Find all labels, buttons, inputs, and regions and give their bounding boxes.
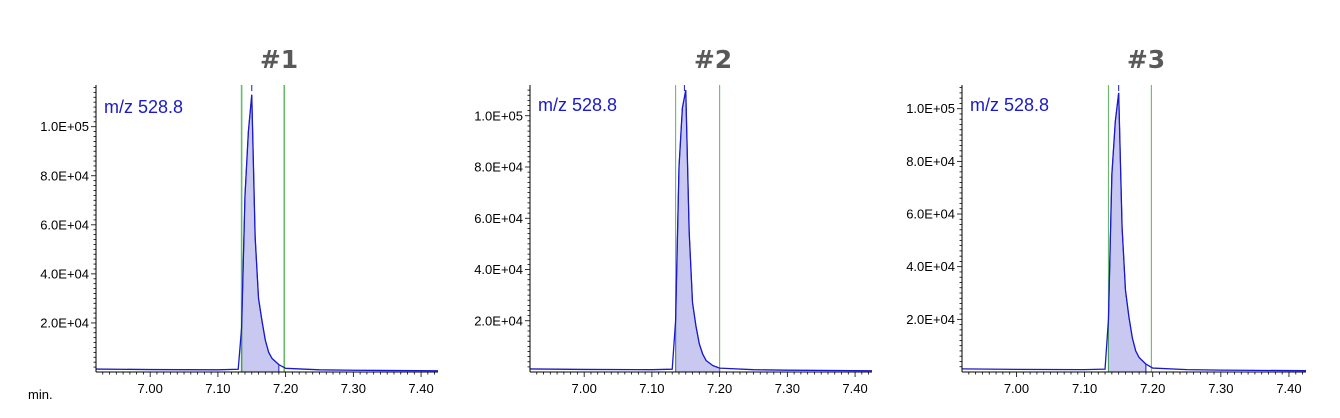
chart-panel-1: #1 2.0E+04 4.0E+04 6.0E+04 8.0E+04 1.0E+05 7.0…: [28, 45, 439, 402]
x-tick-label: 7.20: [273, 381, 298, 396]
panel-title: #1: [260, 45, 298, 74]
chart-panel-2: #2 2.0E+04 4.0E+04 6.0E+04 8.0E+04 1.0E+05 7.0…: [474, 45, 873, 396]
x-tick-label: 7.10: [205, 381, 230, 396]
x-tick-label: 7.20: [1140, 381, 1165, 396]
y-tick-label: 8.0E+04: [40, 168, 89, 183]
trace-label: m/z 528.8: [104, 97, 183, 117]
x-tick-label: 7.00: [1004, 381, 1029, 396]
y-tick-label: 2.0E+04: [40, 315, 89, 330]
x-tick-label: 7.30: [341, 381, 366, 396]
y-tick-label: 4.0E+04: [906, 259, 955, 274]
y-tick-label: 6.0E+04: [40, 217, 89, 232]
y-tick-label: 2.0E+04: [474, 313, 523, 328]
x-tick-label: 7.30: [775, 381, 800, 396]
x-tick-label: 7.30: [1208, 381, 1233, 396]
panel-title: #3: [1127, 45, 1165, 74]
x-tick-label: 7.00: [138, 381, 163, 396]
y-tick-label: 1.0E+05: [906, 101, 955, 116]
x-tick-label: 7.40: [408, 381, 433, 396]
chromatogram-trace: [529, 90, 873, 372]
chromatogram-trace: [95, 94, 439, 372]
chromatogram-trace: [961, 92, 1307, 372]
y-tick-label: 8.0E+04: [906, 154, 955, 169]
y-tick-label: 8.0E+04: [474, 160, 523, 175]
peak-area: [675, 90, 721, 373]
x-tick-label: 7.10: [639, 381, 664, 396]
x-unit-label: min.: [28, 387, 53, 402]
y-tick-label: 1.0E+05: [40, 119, 89, 134]
x-tick-label: 7.10: [1072, 381, 1097, 396]
x-tick-label: 7.40: [1276, 381, 1301, 396]
y-tick-label: 6.0E+04: [474, 211, 523, 226]
x-tick-label: 7.20: [707, 381, 732, 396]
y-tick-label: 2.0E+04: [906, 312, 955, 327]
chart-panel-3: #3 2.0E+04 4.0E+04 6.0E+04 8.0E+04 1.0E+05 7.0…: [906, 45, 1307, 396]
panel-title: #2: [694, 45, 732, 74]
trace-label: m/z 528.8: [538, 95, 617, 115]
peak-area: [241, 94, 280, 373]
y-tick-label: 1.0E+05: [474, 108, 523, 123]
x-tick-label: 7.00: [572, 381, 597, 396]
y-tick-label: 6.0E+04: [906, 207, 955, 222]
y-tick-label: 4.0E+04: [474, 262, 523, 277]
y-tick-label: 4.0E+04: [40, 266, 89, 281]
x-tick-label: 7.40: [842, 381, 867, 396]
trace-label: m/z 528.8: [970, 95, 1049, 115]
